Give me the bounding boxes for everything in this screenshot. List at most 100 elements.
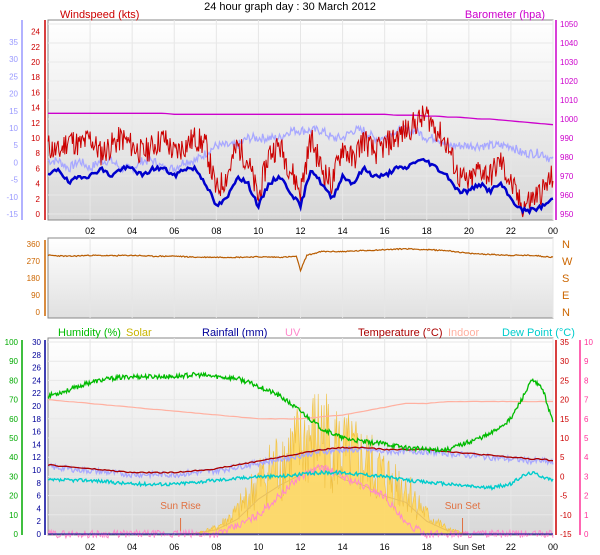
hum-tick: 60 xyxy=(9,415,18,424)
wind-inner-tick: 2 xyxy=(36,195,41,204)
direction-right-tick: N xyxy=(562,239,570,251)
temp-tick: 15 xyxy=(560,415,569,424)
wind-outer-tick: 0 xyxy=(14,158,19,167)
hum-tick: 50 xyxy=(9,434,18,443)
wind-outer-tick: -5 xyxy=(11,176,19,185)
wind-x-tick: 20 xyxy=(464,226,474,236)
wind-x-tick: 08 xyxy=(211,226,221,236)
wind-x-tick: 02 xyxy=(85,226,95,236)
hum-tick: 30 xyxy=(9,472,18,481)
temp-x-tick: Sun Set xyxy=(453,542,486,552)
uv-tick: 2 xyxy=(584,492,589,501)
temp-tick: 10 xyxy=(560,434,569,443)
hum-tick: 10 xyxy=(9,511,18,520)
uv-label: UV xyxy=(285,327,301,339)
wind-outer-tick: -10 xyxy=(6,193,18,202)
wind-outer-tick: 20 xyxy=(9,90,18,99)
temp-x-tick: 14 xyxy=(338,542,348,552)
uv-tick: 0 xyxy=(584,530,589,539)
wind-inner-tick: 20 xyxy=(31,58,40,67)
rainfall-label: Rainfall (mm) xyxy=(202,327,267,339)
uv-tick: 4 xyxy=(584,453,589,462)
direction-left-tick: 90 xyxy=(31,291,40,300)
temp-x-tick: 02 xyxy=(85,542,95,552)
baro-tick: 1030 xyxy=(560,58,578,67)
wind-inner-tick: 18 xyxy=(31,73,40,82)
rain-tick: 8 xyxy=(37,479,42,488)
windspeed-label: Windspeed (kts) xyxy=(60,9,139,21)
barometer-label: Barometer (hpa) xyxy=(465,9,545,21)
temp-x-tick: 18 xyxy=(422,542,432,552)
wind-inner-tick: 6 xyxy=(36,164,41,173)
sunset-label: Sun Set xyxy=(445,501,481,512)
rain-tick: 30 xyxy=(32,338,41,347)
uv-tick: 3 xyxy=(584,472,589,481)
baro-tick: 1040 xyxy=(560,39,578,48)
direction-grid xyxy=(89,238,554,318)
direction-left-tick: 360 xyxy=(27,240,41,249)
uv-tick: 10 xyxy=(584,338,593,347)
wind-x-tick: 12 xyxy=(295,226,305,236)
wind-x-tick: 18 xyxy=(422,226,432,236)
temperature-line xyxy=(47,446,554,474)
baro-tick: 1020 xyxy=(560,77,578,86)
rain-tick: 12 xyxy=(32,453,41,462)
hum-tick: 20 xyxy=(9,492,18,501)
temp-tick: -15 xyxy=(560,530,572,539)
direction-right-tick: N xyxy=(562,307,570,319)
hum-tick: 100 xyxy=(5,338,19,347)
sunrise-label: Sun Rise xyxy=(160,501,201,512)
rain-tick: 28 xyxy=(32,351,41,360)
temp-tick: 20 xyxy=(560,396,569,405)
wind-x-tick: 00 xyxy=(548,226,558,236)
direction-line xyxy=(47,247,554,273)
wind-x-tick: 22 xyxy=(506,226,516,236)
temp-tick-labels: 02 04 06 08 10 12 14 16 18 Sun Set 22 0001020304050… xyxy=(5,338,594,552)
temp-x-tick: 22 xyxy=(506,542,516,552)
uv-tick: 1 xyxy=(584,511,589,520)
indoor-line xyxy=(47,399,554,420)
wind-inner-tick: 16 xyxy=(31,88,40,97)
rain-tick: 14 xyxy=(32,440,41,449)
temp-tick: 25 xyxy=(560,376,569,385)
rain-tick: 20 xyxy=(32,402,41,411)
wind-x-tick: 16 xyxy=(380,226,390,236)
wind-x-tick: 04 xyxy=(127,226,137,236)
wind-tick-labels: 02 04 06 08 10 12 14 16 18 20 22 00-15-10-505101520… xyxy=(6,20,578,236)
temp-tick: -5 xyxy=(560,492,568,501)
temp-x-tick: 06 xyxy=(169,542,179,552)
temp-x-tick: 10 xyxy=(253,542,263,552)
direction-right-tick: E xyxy=(562,290,569,302)
rain-tick: 22 xyxy=(32,389,41,398)
baro-tick: 950 xyxy=(560,210,574,219)
wind-x-tick: 14 xyxy=(338,226,348,236)
hum-tick: 40 xyxy=(9,453,18,462)
temperature-label: Temperature (°C) xyxy=(358,327,442,339)
uv-tick: 7 xyxy=(584,396,589,405)
uv-tick: 9 xyxy=(584,357,589,366)
wind-inner-tick: 14 xyxy=(31,104,40,113)
wind-outer-tick: 10 xyxy=(9,124,18,133)
temp-x-tick: 00 xyxy=(548,542,558,552)
rain-tick: 26 xyxy=(32,364,41,373)
baro-tick: 960 xyxy=(560,191,574,200)
temp-series xyxy=(47,371,554,540)
temp-tick: -10 xyxy=(560,511,572,520)
wind-inner-tick: 10 xyxy=(31,134,40,143)
wind-inner-tick: 22 xyxy=(31,43,40,52)
wind-series xyxy=(47,105,554,218)
hum-tick: 90 xyxy=(9,357,18,366)
wind-outer-tick: 30 xyxy=(9,55,18,64)
uv-tick: 8 xyxy=(584,376,589,385)
wind-inner-tick: 8 xyxy=(36,149,41,158)
baro-tick: 990 xyxy=(560,134,574,143)
hum-tick: 80 xyxy=(9,376,18,385)
direction-left-tick: 180 xyxy=(27,274,41,283)
baro-tick: 980 xyxy=(560,153,574,162)
wind-outer-tick: 5 xyxy=(14,141,19,150)
wind-outer-tick: -15 xyxy=(6,210,18,219)
temp-tick: 35 xyxy=(560,338,569,347)
